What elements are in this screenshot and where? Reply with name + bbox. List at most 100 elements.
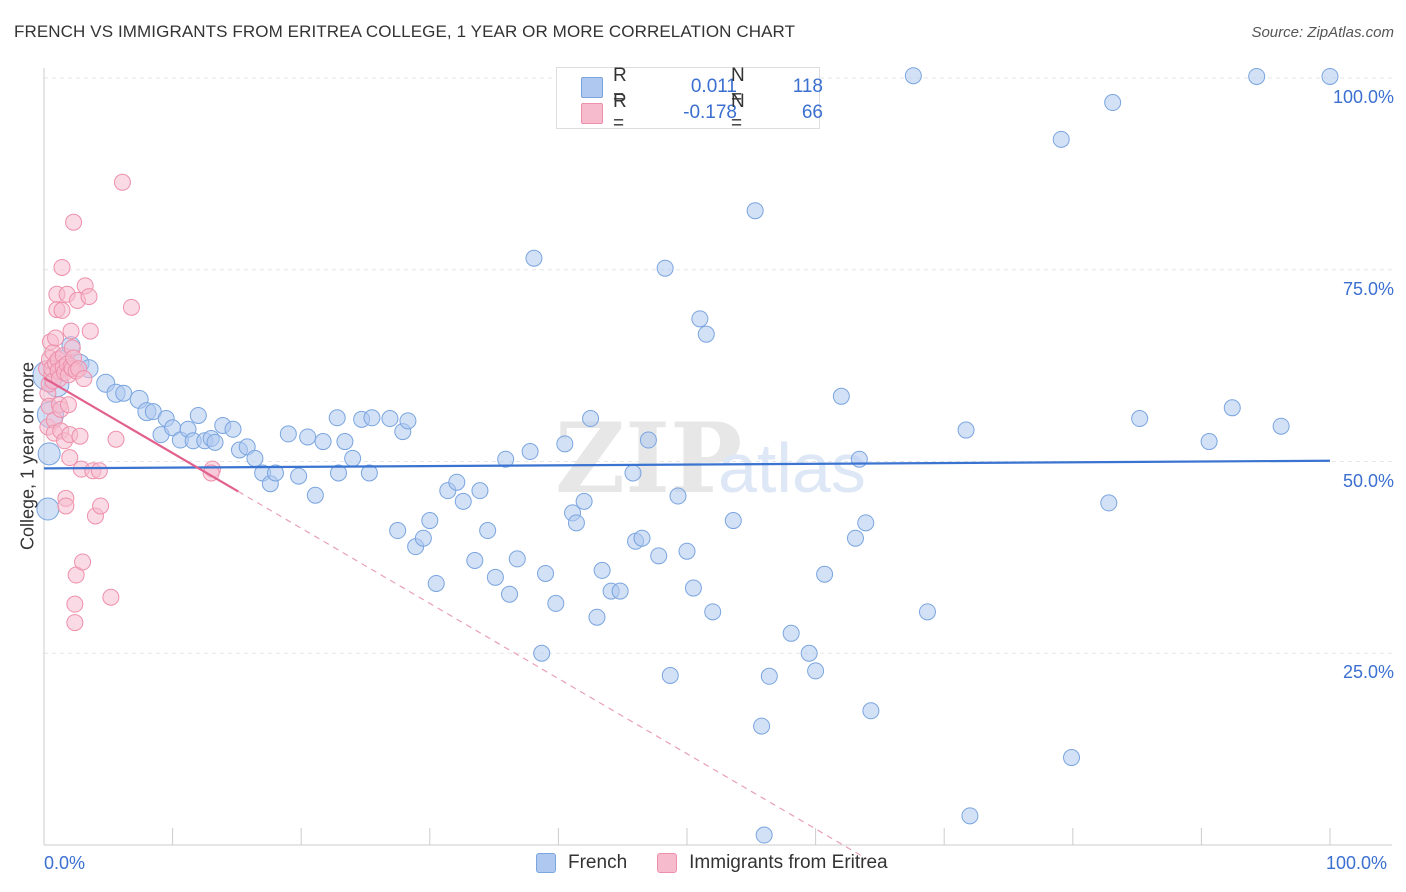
- data-point: [582, 410, 600, 428]
- data-point: [90, 462, 108, 480]
- data-point: [299, 428, 317, 446]
- data-point: [102, 588, 120, 606]
- y-tick-label: 75.0%: [1342, 278, 1394, 299]
- data-point: [421, 512, 439, 530]
- data-point: [661, 666, 679, 684]
- data-point: [66, 614, 84, 632]
- data-point: [363, 409, 381, 427]
- data-point: [862, 702, 880, 720]
- data-point: [59, 396, 77, 414]
- data-point: [414, 529, 432, 547]
- data-point: [75, 370, 93, 388]
- data-point: [206, 433, 224, 451]
- data-point: [115, 384, 133, 402]
- n-label: N =: [731, 65, 745, 108]
- data-point: [1104, 94, 1122, 112]
- source-label: Source: ZipAtlas.com: [1251, 24, 1394, 41]
- data-point: [66, 595, 84, 613]
- data-point: [57, 497, 75, 515]
- data-point: [62, 322, 80, 340]
- data-point: [537, 564, 555, 582]
- chart-title: FRENCH VS IMMIGRANTS FROM ERITREA COLLEG…: [14, 22, 796, 41]
- data-point: [656, 259, 674, 277]
- data-point: [753, 717, 771, 735]
- data-point: [37, 442, 61, 466]
- data-point: [1063, 749, 1081, 767]
- data-point: [755, 826, 773, 844]
- data-point: [61, 449, 79, 467]
- legend-label-french: French: [568, 852, 628, 873]
- data-point: [624, 464, 642, 482]
- data-point: [521, 443, 539, 461]
- data-point: [336, 433, 354, 451]
- trend-line-eritrea: [43, 376, 239, 493]
- data-point: [65, 213, 83, 231]
- data-point: [290, 467, 308, 485]
- data-point: [508, 550, 526, 568]
- data-point: [122, 298, 140, 316]
- y-tick-label: 25.0%: [1342, 662, 1394, 683]
- data-point: [360, 464, 378, 482]
- data-point: [74, 553, 92, 571]
- data-point: [691, 310, 709, 328]
- r-label: R =: [613, 91, 627, 134]
- data-point: [593, 561, 611, 579]
- data-point: [746, 202, 764, 220]
- data-point: [328, 409, 346, 427]
- legend-item-eritrea[interactable]: Immigrants from Eritrea: [657, 852, 888, 874]
- data-point: [857, 514, 875, 532]
- data-point: [918, 603, 936, 621]
- n-value-french: 118: [792, 76, 823, 97]
- watermark: ZIP atlas: [555, 402, 866, 515]
- data-point: [501, 585, 519, 603]
- y-axis-title: College, 1 year or more: [17, 361, 38, 551]
- trend-line-french: [43, 459, 1331, 470]
- data-point: [782, 624, 800, 642]
- data-point: [846, 529, 864, 547]
- data-point: [246, 449, 264, 467]
- data-point: [113, 173, 131, 191]
- data-point: [1272, 417, 1290, 435]
- data-point: [961, 807, 979, 825]
- legend-swatch-french: [536, 853, 556, 873]
- data-point: [107, 430, 125, 448]
- data-point: [314, 433, 332, 451]
- data-point: [71, 427, 89, 445]
- data-point: [650, 547, 668, 565]
- data-point: [588, 608, 606, 626]
- data-point: [760, 667, 778, 685]
- r-value-eritrea: -0.178: [683, 102, 737, 123]
- data-point: [486, 568, 504, 586]
- data-point: [525, 249, 543, 267]
- r-label: R =: [613, 65, 627, 108]
- data-point: [80, 288, 98, 306]
- data-point: [399, 412, 417, 430]
- y-tick-label: 50.0%: [1342, 470, 1394, 491]
- data-point: [497, 450, 515, 468]
- data-point: [53, 301, 71, 319]
- eritrea-swatch: [581, 102, 603, 124]
- data-point: [1131, 410, 1149, 428]
- data-point: [427, 574, 445, 592]
- data-point: [381, 410, 399, 428]
- data-point: [533, 644, 551, 662]
- data-point: [47, 329, 65, 347]
- data-point: [1100, 494, 1118, 512]
- data-point: [471, 482, 489, 500]
- legend-item-french[interactable]: French: [536, 852, 627, 874]
- data-point: [279, 425, 297, 443]
- stats-legend: R = 0.011 N = 118 R = -0.178 N = 66: [556, 65, 823, 134]
- n-value-eritrea: 66: [801, 102, 823, 123]
- french-swatch: [581, 76, 603, 98]
- gridlines: [44, 77, 1392, 654]
- trend-line-extension: [237, 490, 868, 860]
- n-label: N =: [731, 91, 745, 134]
- data-point: [678, 542, 696, 560]
- data-point: [547, 594, 565, 612]
- data-point: [556, 435, 574, 453]
- data-point: [904, 67, 922, 85]
- data-point: [611, 582, 629, 600]
- data-point: [724, 512, 742, 530]
- data-point: [575, 492, 593, 510]
